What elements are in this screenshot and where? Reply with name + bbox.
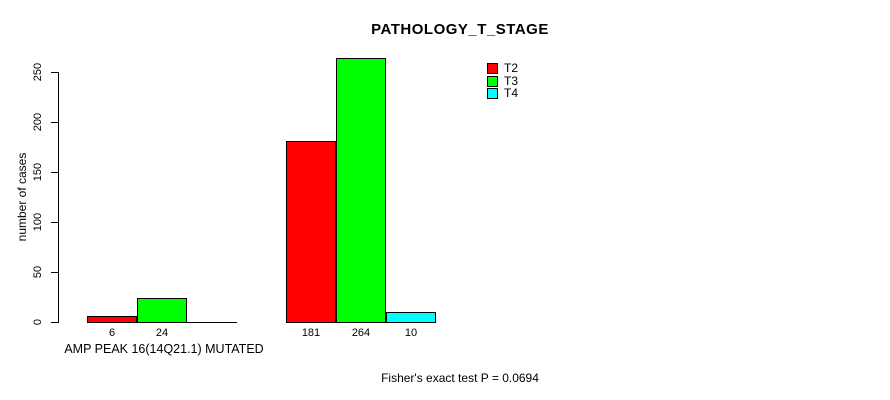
y-tick-label: 250 [32,62,44,82]
y-tick-label: 0 [32,318,44,326]
y-tick [51,172,58,173]
y-axis-line [58,72,59,323]
bar-value-label: 24 [155,327,169,339]
bar [87,316,137,323]
legend-swatch [487,88,498,99]
stat-test-footnote: Fisher's exact test P = 0.0694 [381,371,539,385]
bar-value-label: 181 [301,327,321,339]
bar [137,298,187,323]
legend-swatch [487,63,498,74]
x-axis-label: AMP PEAK 16(14Q21.1) MUTATED [64,342,264,356]
y-tick-label: 50 [32,265,44,279]
y-tick-label: 100 [32,212,44,232]
y-tick [51,322,58,323]
bar-value-label: 264 [351,327,371,339]
bar [336,58,386,323]
bar [286,141,336,323]
bar-value-label: 6 [108,327,116,339]
legend-swatch [487,75,498,87]
bar [386,312,436,323]
y-tick [51,72,58,73]
legend-label: T2 [504,61,519,75]
y-tick [51,272,58,273]
chart-title: PATHOLOGY_T_STAGE [371,21,549,38]
legend-label: T3 [504,73,519,88]
y-tick-label: 150 [32,162,44,182]
y-tick [51,122,58,123]
y-tick-label: 200 [32,112,44,132]
bar-value-label: 10 [404,327,418,339]
legend-label: T4 [504,86,519,100]
y-tick [51,222,58,223]
